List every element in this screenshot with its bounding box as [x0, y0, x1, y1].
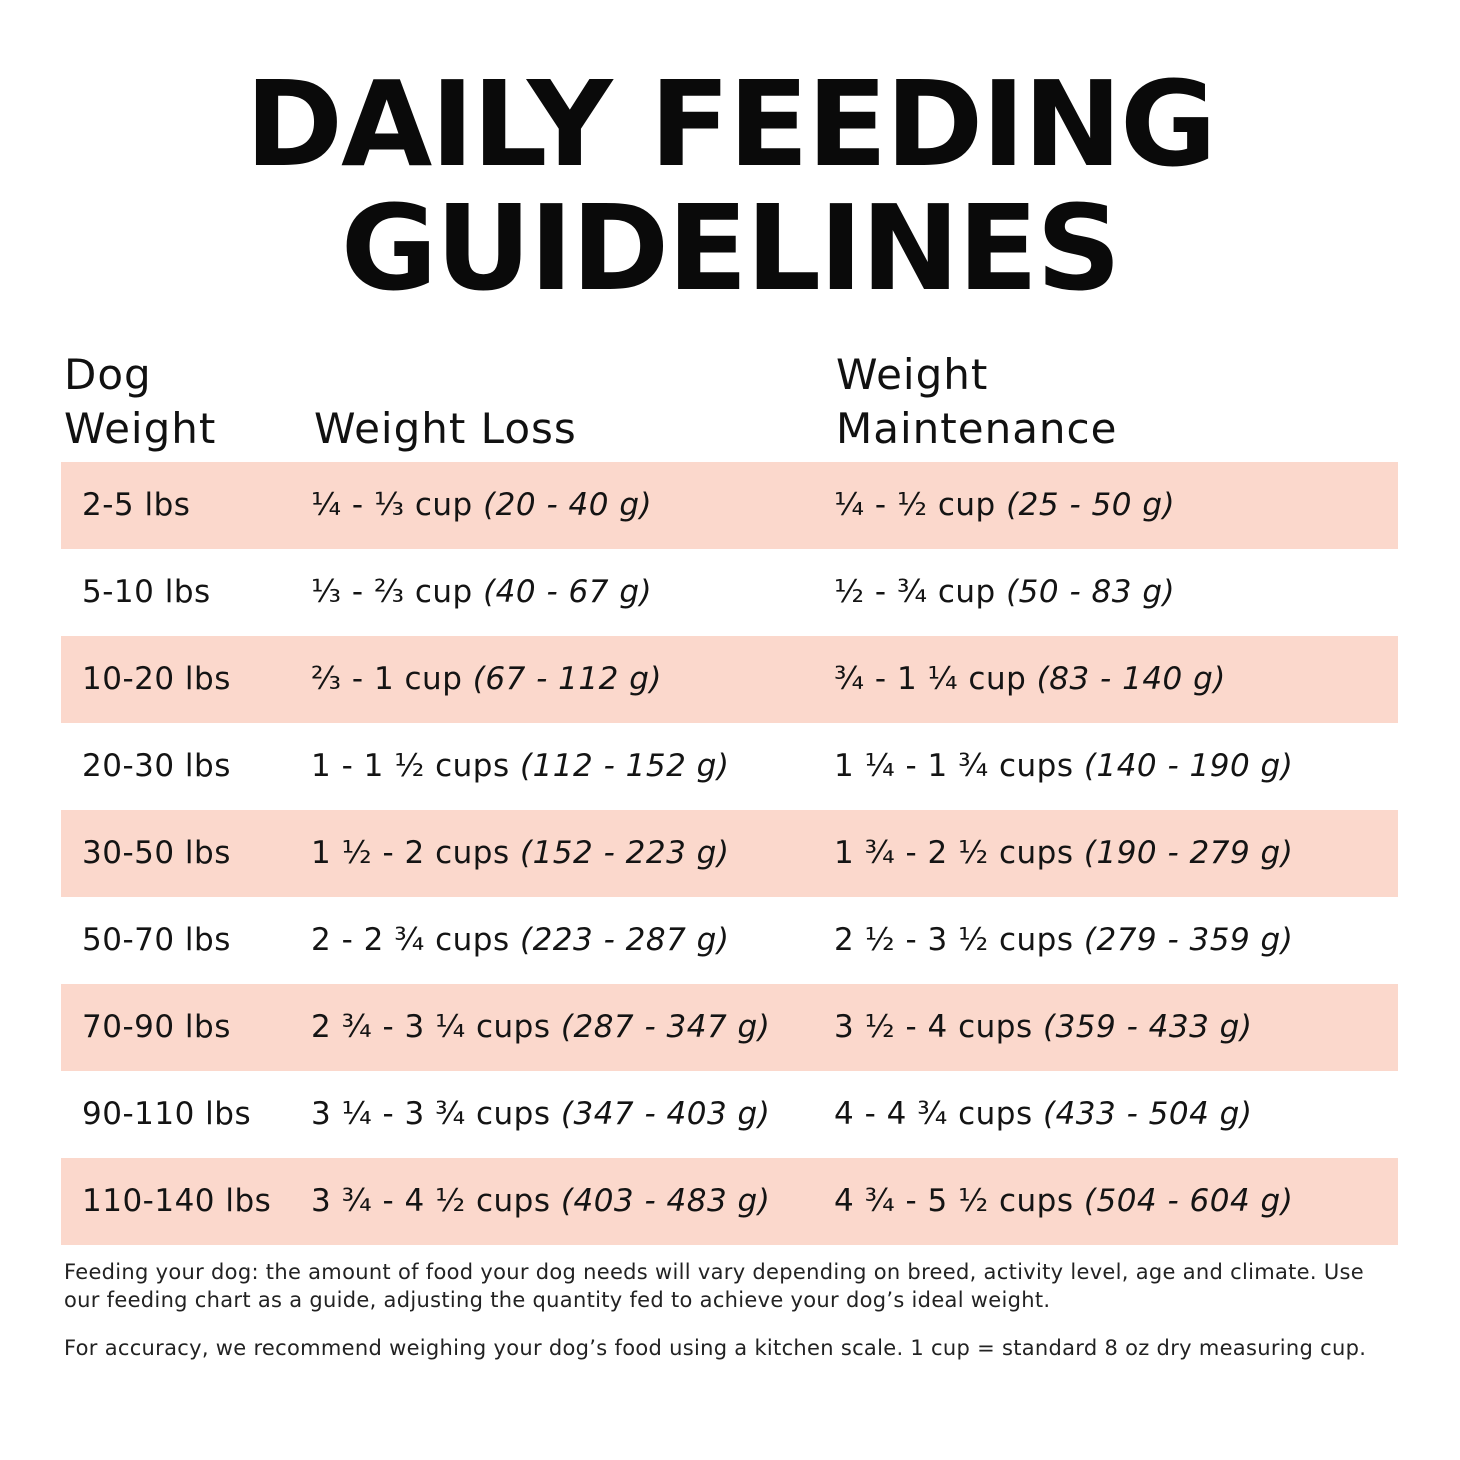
- cups: ¼ - ⅓ cup: [311, 487, 473, 523]
- cups: 1 - 1 ½ cups: [311, 748, 510, 784]
- cell-weight-maintenance: 1 ¾ - 2 ½ cups (190 - 279 g): [834, 810, 1293, 897]
- cups: 3 ½ - 4 cups: [834, 1009, 1033, 1045]
- grams: (152 - 223 g): [519, 835, 730, 871]
- title-line-1: DAILY FEEDING: [245, 55, 1217, 193]
- cell-weight-loss: 3 ¼ - 3 ¾ cups (347 - 403 g): [311, 1071, 770, 1158]
- cell-weight-loss: 2 - 2 ¾ cups (223 - 287 g): [311, 897, 729, 984]
- cell-dog-weight: 50-70 lbs: [82, 922, 231, 958]
- cell-dog-weight: 20-30 lbs: [82, 748, 231, 784]
- cell-dog-weight: 10-20 lbs: [82, 661, 231, 697]
- grams: (504 - 604 g): [1083, 1183, 1294, 1219]
- grams: (287 - 347 g): [560, 1009, 771, 1045]
- page-title: DAILY FEEDING GUIDELINES: [0, 62, 1460, 310]
- cell-weight-loss: 2 ¾ - 3 ¼ cups (287 - 347 g): [311, 984, 770, 1071]
- grams: (67 - 112 g): [472, 661, 662, 697]
- table-header: Dog Weight Weight Loss Weight Maintenanc…: [64, 344, 1404, 456]
- grams: (83 - 140 g): [1036, 661, 1226, 697]
- cups: 4 ¾ - 5 ½ cups: [834, 1183, 1074, 1219]
- header-weight-maintenance: Weight Maintenance: [836, 348, 1117, 456]
- header-weight-maintenance-line-2: Maintenance: [836, 404, 1118, 453]
- table-row: 50-70 lbs 2 - 2 ¾ cups (223 - 287 g) 2 ½…: [61, 897, 1398, 984]
- cups: 4 - 4 ¾ cups: [834, 1096, 1033, 1132]
- cups: 2 - 2 ¾ cups: [311, 922, 510, 958]
- cell-weight-maintenance: ½ - ¾ cup (50 - 83 g): [834, 549, 1175, 636]
- grams: (433 - 504 g): [1042, 1096, 1253, 1132]
- grams: (190 - 279 g): [1083, 835, 1294, 871]
- cups: 3 ¾ - 4 ½ cups: [311, 1183, 551, 1219]
- header-dog-weight-line-1: Dog: [64, 350, 152, 399]
- cell-weight-loss: 3 ¾ - 4 ½ cups (403 - 483 g): [311, 1158, 770, 1245]
- header-dog-weight: Dog Weight: [64, 348, 216, 456]
- table-row: 70-90 lbs 2 ¾ - 3 ¼ cups (287 - 347 g) 3…: [61, 984, 1398, 1071]
- grams: (279 - 359 g): [1083, 922, 1294, 958]
- grams: (359 - 433 g): [1042, 1009, 1253, 1045]
- cell-dog-weight: 110-140 lbs: [82, 1183, 272, 1219]
- cups: 2 ¾ - 3 ¼ cups: [311, 1009, 551, 1045]
- title-line-2: GUIDELINES: [340, 179, 1122, 317]
- table-row: 110-140 lbs 3 ¾ - 4 ½ cups (403 - 483 g)…: [61, 1158, 1398, 1245]
- cups: 1 ¼ - 1 ¾ cups: [834, 748, 1074, 784]
- cell-weight-loss: 1 ½ - 2 cups (152 - 223 g): [311, 810, 729, 897]
- cell-dog-weight: 70-90 lbs: [82, 1009, 231, 1045]
- cups: ½ - ¾ cup: [834, 574, 996, 610]
- grams: (223 - 287 g): [519, 922, 730, 958]
- accuracy-note: For accuracy, we recommend weighing your…: [64, 1336, 1367, 1360]
- cups: 1 ½ - 2 cups: [311, 835, 510, 871]
- grams: (40 - 67 g): [483, 574, 653, 610]
- cell-weight-loss: ¼ - ⅓ cup (20 - 40 g): [311, 462, 652, 549]
- table-row: 30-50 lbs 1 ½ - 2 cups (152 - 223 g) 1 ¾…: [61, 810, 1398, 897]
- cell-weight-maintenance: ¼ - ½ cup (25 - 50 g): [834, 462, 1175, 549]
- cell-weight-loss: ⅓ - ⅔ cup (40 - 67 g): [311, 549, 652, 636]
- header-dog-weight-line-2: Weight: [64, 404, 217, 453]
- cell-weight-maintenance: 3 ½ - 4 cups (359 - 433 g): [834, 984, 1252, 1071]
- cups: ¼ - ½ cup: [834, 487, 996, 523]
- cups: ¾ - 1 ¼ cup: [834, 661, 1027, 697]
- grams: (25 - 50 g): [1006, 487, 1176, 523]
- cell-weight-maintenance: 4 ¾ - 5 ½ cups (504 - 604 g): [834, 1158, 1293, 1245]
- table-row: 20-30 lbs 1 - 1 ½ cups (112 - 152 g) 1 ¼…: [61, 723, 1398, 810]
- cell-dog-weight: 90-110 lbs: [82, 1096, 252, 1132]
- table-row: 90-110 lbs 3 ¼ - 3 ¾ cups (347 - 403 g) …: [61, 1071, 1398, 1158]
- cups: 3 ¼ - 3 ¾ cups: [311, 1096, 551, 1132]
- table-row: 5-10 lbs ⅓ - ⅔ cup (40 - 67 g) ½ - ¾ cup…: [61, 549, 1398, 636]
- cups: 2 ½ - 3 ½ cups: [834, 922, 1074, 958]
- feeding-table: 2-5 lbs ¼ - ⅓ cup (20 - 40 g) ¼ - ½ cup …: [61, 462, 1398, 1245]
- cell-weight-maintenance: ¾ - 1 ¼ cup (83 - 140 g): [834, 636, 1226, 723]
- header-weight-loss-label: Weight Loss: [314, 404, 577, 453]
- footnotes: Feeding your dog: the amount of food you…: [64, 1258, 1384, 1382]
- cell-weight-maintenance: 1 ¼ - 1 ¾ cups (140 - 190 g): [834, 723, 1293, 810]
- cell-dog-weight: 5-10 lbs: [82, 574, 211, 610]
- grams: (140 - 190 g): [1083, 748, 1294, 784]
- header-weight-loss: Weight Loss: [314, 402, 577, 456]
- cell-weight-loss: 1 - 1 ½ cups (112 - 152 g): [311, 723, 729, 810]
- cups: 1 ¾ - 2 ½ cups: [834, 835, 1074, 871]
- cell-weight-maintenance: 2 ½ - 3 ½ cups (279 - 359 g): [834, 897, 1293, 984]
- table-row: 10-20 lbs ⅔ - 1 cup (67 - 112 g) ¾ - 1 ¼…: [61, 636, 1398, 723]
- grams: (20 - 40 g): [483, 487, 653, 523]
- grams: (347 - 403 g): [560, 1096, 771, 1132]
- cell-dog-weight: 30-50 lbs: [82, 835, 231, 871]
- cell-dog-weight: 2-5 lbs: [82, 487, 191, 523]
- cups: ⅓ - ⅔ cup: [311, 574, 473, 610]
- header-weight-maintenance-line-1: Weight: [836, 350, 989, 399]
- table-row: 2-5 lbs ¼ - ⅓ cup (20 - 40 g) ¼ - ½ cup …: [61, 462, 1398, 549]
- grams: (112 - 152 g): [519, 748, 730, 784]
- cell-weight-maintenance: 4 - 4 ¾ cups (433 - 504 g): [834, 1071, 1252, 1158]
- grams: (403 - 483 g): [560, 1183, 771, 1219]
- cups: ⅔ - 1 cup: [311, 661, 463, 697]
- grams: (50 - 83 g): [1006, 574, 1176, 610]
- cell-weight-loss: ⅔ - 1 cup (67 - 112 g): [311, 636, 662, 723]
- feeding-note: Feeding your dog: the amount of food you…: [64, 1260, 1364, 1312]
